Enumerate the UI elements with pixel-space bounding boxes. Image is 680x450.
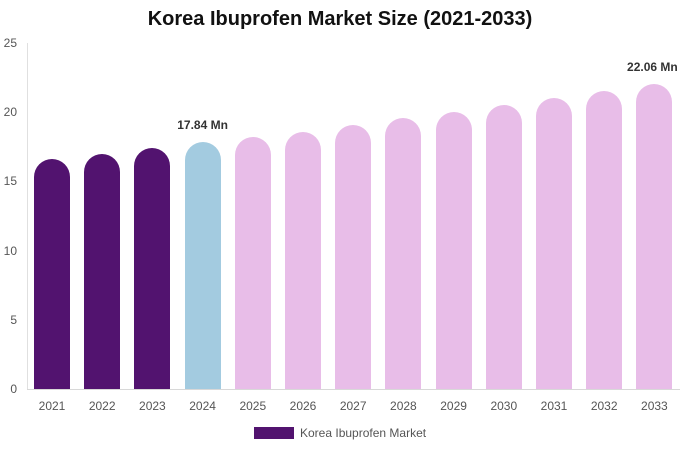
bar-2023[interactable]: [134, 148, 171, 389]
x-tick-label: 2030: [490, 399, 518, 413]
x-tick-label: 2033: [641, 399, 668, 413]
x-tick-label: 2029: [440, 399, 467, 413]
x-tick-label: 2031: [540, 399, 568, 413]
x-tick-label: 2024: [189, 399, 216, 413]
bar-2033[interactable]: [636, 83, 673, 389]
bar-2022[interactable]: [84, 153, 121, 389]
y-tick-label: 10: [3, 243, 17, 258]
y-tick-label: 0: [10, 382, 17, 396]
y-axis-line: [27, 43, 28, 389]
bar-2021[interactable]: [34, 159, 70, 389]
value-label-2024: 17.84 Mn: [177, 118, 228, 133]
value-label-2033: 22.06 Mn: [627, 59, 678, 74]
x-tick-label: 2021: [38, 399, 66, 413]
y-tick-label: 15: [3, 174, 17, 189]
bar-2030[interactable]: [485, 105, 522, 389]
bar-2029[interactable]: [435, 112, 472, 389]
bar-2028[interactable]: [385, 117, 422, 389]
bar-2024[interactable]: [184, 142, 221, 389]
bar-2026[interactable]: [285, 131, 321, 389]
x-axis-line: [27, 389, 680, 390]
chart-title: Korea Ibuprofen Market Size (2021-2033): [147, 8, 533, 30]
bar-2031[interactable]: [536, 98, 572, 389]
bar-2027[interactable]: [335, 124, 372, 389]
x-tick-label: 2025: [239, 399, 267, 413]
x-tick-label: 2027: [339, 399, 367, 413]
bar-2025[interactable]: [234, 137, 271, 389]
y-tick-label: 25: [3, 36, 17, 50]
bar-2032[interactable]: [586, 91, 623, 389]
x-tick-label: 2028: [390, 399, 417, 413]
x-tick-label: 2023: [139, 399, 166, 413]
x-tick-label: 2022: [88, 399, 116, 413]
legend-swatch: [254, 427, 294, 439]
y-tick-label: 20: [3, 105, 17, 120]
y-tick-label: 5: [10, 312, 17, 327]
legend-label: Korea Ibuprofen Market: [300, 426, 427, 440]
x-tick-label: 2032: [590, 399, 618, 413]
legend: Korea Ibuprofen Market: [254, 426, 426, 440]
x-tick-label: 2026: [289, 399, 317, 413]
